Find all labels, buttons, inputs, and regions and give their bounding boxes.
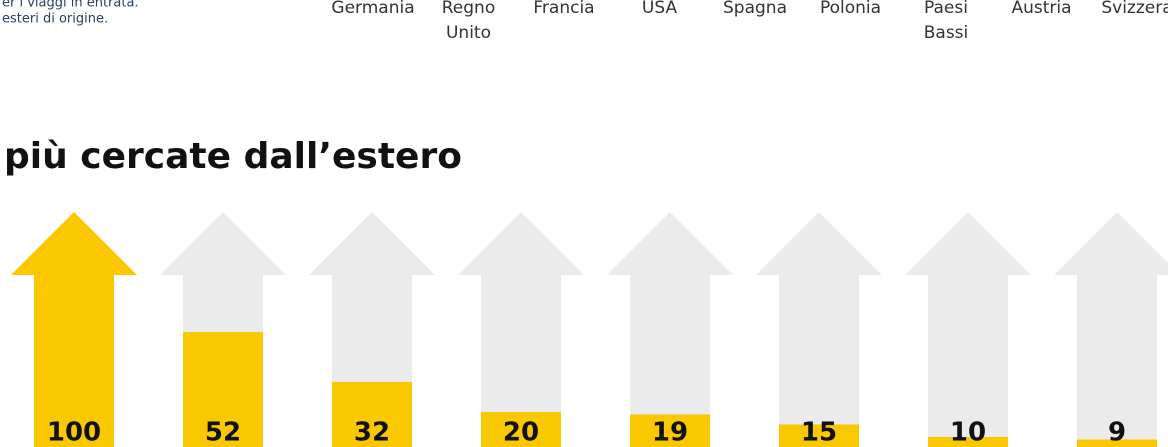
country-label: Germania <box>331 0 414 18</box>
arrow-track <box>607 212 733 447</box>
value-label: 9 <box>1108 418 1126 447</box>
arrow-track <box>756 212 882 447</box>
chart-title: più cercate dall’estero <box>4 136 462 177</box>
value-label: 32 <box>354 418 390 447</box>
value-label: 15 <box>801 418 837 447</box>
country-label: Paesi Bassi <box>924 0 969 43</box>
arrow-track <box>1054 212 1168 447</box>
country-label: Regno Unito <box>442 0 495 43</box>
country-label: Polonia <box>820 0 881 18</box>
arrow-fill <box>905 437 1031 447</box>
value-label: 100 <box>47 418 101 447</box>
country-label: Svizzera <box>1101 0 1168 18</box>
country-label: Spagna <box>723 0 787 18</box>
value-label: 10 <box>950 418 986 447</box>
arrow-fill <box>1054 439 1168 447</box>
arrow-track <box>458 212 584 447</box>
value-label: 52 <box>205 418 241 447</box>
value-label: 20 <box>503 418 539 447</box>
intro-line: esteri di origine. <box>2 12 108 27</box>
country-label: USA <box>642 0 678 18</box>
arrow-fill <box>756 424 882 447</box>
arrow-fill <box>11 212 137 447</box>
country-label: Austria <box>1011 0 1071 18</box>
arrow-track <box>905 212 1031 447</box>
value-label: 19 <box>652 418 688 447</box>
country-label: Francia <box>533 0 594 18</box>
intro-line: er i viaggi in entrata. <box>2 0 139 11</box>
